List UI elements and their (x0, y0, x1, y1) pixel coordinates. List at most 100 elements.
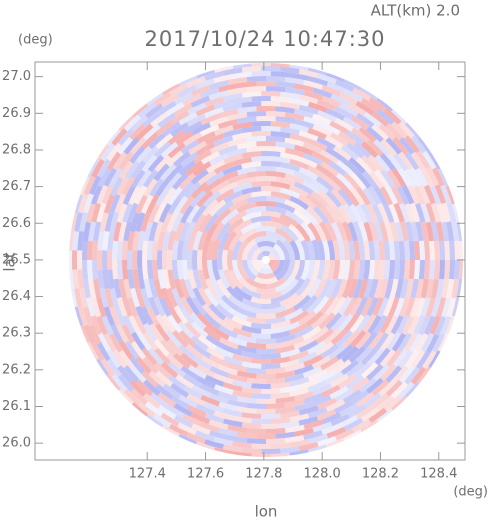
echo-cell (367, 154, 385, 173)
echo-cell (334, 400, 354, 414)
echo-cell (251, 383, 271, 389)
echo-cell (132, 269, 141, 290)
echo-cell (105, 128, 121, 146)
echo-cell (219, 337, 239, 350)
echo-cell (88, 221, 97, 242)
echo-cell (312, 394, 332, 407)
echo-cell (190, 312, 207, 330)
echo-cell (160, 141, 179, 159)
echo-cell (284, 173, 305, 185)
echo-cell (280, 420, 300, 429)
echo-cell (360, 347, 378, 366)
echo-cell (404, 297, 416, 317)
echo-cell (135, 145, 152, 164)
echo-cell (275, 306, 296, 319)
echo-cell (391, 332, 407, 352)
echo-cell (270, 452, 290, 457)
echo-cell (128, 185, 142, 205)
echo-cell (392, 365, 409, 384)
echo-cell (211, 260, 221, 281)
echo-cell (280, 152, 300, 162)
echo-cell (113, 221, 122, 242)
echo-cell (223, 269, 237, 290)
echo-cell (100, 142, 116, 162)
x-tick-label: 128.0 (304, 467, 341, 482)
echo-cell (143, 379, 161, 396)
x-tick-label: 128.2 (362, 467, 399, 482)
echo-cell (316, 239, 325, 260)
echo-cell (279, 213, 299, 228)
echo-cell (270, 191, 292, 201)
echo-cell (153, 221, 164, 242)
echo-cell (251, 155, 271, 162)
echo-cell (413, 240, 421, 260)
echo-cell (227, 112, 248, 121)
echo-cell (280, 126, 300, 136)
echo-cell (180, 352, 199, 369)
echo-cell (289, 195, 309, 210)
echo-cell (141, 132, 159, 150)
echo-cell (200, 113, 220, 126)
echo-cell (347, 404, 367, 419)
echo-cell (307, 127, 327, 140)
echo-cell (133, 185, 148, 205)
y-tick-label: 26.1 (2, 399, 31, 414)
echo-cell (430, 278, 439, 299)
echo-cell (106, 358, 122, 378)
echo-cell (355, 392, 375, 408)
echo-cell (106, 151, 122, 171)
echo-cell (91, 315, 103, 335)
echo-cell (178, 330, 196, 348)
echo-cell (217, 391, 238, 401)
echo-cell (193, 356, 212, 371)
echo-cell (162, 383, 182, 399)
echo-cell (386, 331, 401, 351)
echo-cell (192, 269, 203, 290)
echo-cell (117, 114, 134, 132)
echo-cell (154, 347, 172, 366)
echo-cell (337, 188, 354, 207)
echo-cell (153, 278, 164, 299)
echo-cell (383, 395, 402, 412)
echo-cell (186, 250, 193, 270)
echo-cell (170, 110, 190, 125)
echo-cell (393, 153, 409, 172)
echo-cell (83, 175, 96, 196)
echo-cell (385, 137, 402, 155)
echo-cell (250, 322, 272, 330)
echo-cell (355, 404, 375, 420)
echo-cell (222, 102, 243, 112)
echo-cell (137, 250, 143, 270)
echo-cell (237, 431, 257, 439)
echo-cell (92, 260, 99, 280)
echo-cell (207, 260, 216, 281)
echo-cell (129, 145, 146, 164)
echo-cell (122, 297, 133, 317)
echo-cell (338, 296, 352, 316)
echo-cell (275, 106, 295, 114)
echo-cell (218, 427, 238, 437)
echo-cell (261, 352, 281, 360)
echo-cell (172, 260, 179, 280)
echo-cell (251, 393, 271, 399)
echo-cell (389, 278, 399, 299)
echo-cell (227, 210, 248, 226)
echo-cell (293, 170, 313, 183)
echo-cell (97, 231, 105, 251)
echo-cell (99, 212, 109, 232)
echo-cell (373, 186, 388, 206)
echo-cell (81, 240, 88, 260)
echo-cell (289, 376, 310, 387)
echo-cell (222, 249, 229, 271)
echo-cell (251, 418, 271, 424)
echo-cell (454, 240, 460, 260)
echo-cell (246, 195, 266, 204)
echo-cell (86, 260, 93, 280)
echo-cell (362, 170, 378, 189)
echo-cell (175, 374, 194, 389)
echo-cell (300, 294, 318, 312)
echo-cell (323, 175, 342, 192)
echo-cell (99, 288, 109, 308)
echo-cell (174, 415, 194, 429)
